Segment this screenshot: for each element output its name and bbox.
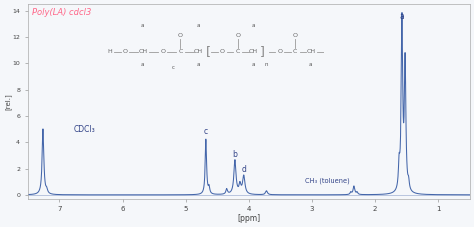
Text: d: d <box>241 165 246 175</box>
Text: CH₃ (toluene): CH₃ (toluene) <box>305 178 350 184</box>
X-axis label: [ppm]: [ppm] <box>237 214 260 223</box>
Text: b: b <box>233 150 237 159</box>
Text: Poly(LA) cdcl3: Poly(LA) cdcl3 <box>32 8 91 17</box>
Y-axis label: [rel.]: [rel.] <box>4 93 11 110</box>
Text: a: a <box>400 12 404 21</box>
Text: CDCl₃: CDCl₃ <box>74 125 96 134</box>
Text: c: c <box>204 127 208 136</box>
